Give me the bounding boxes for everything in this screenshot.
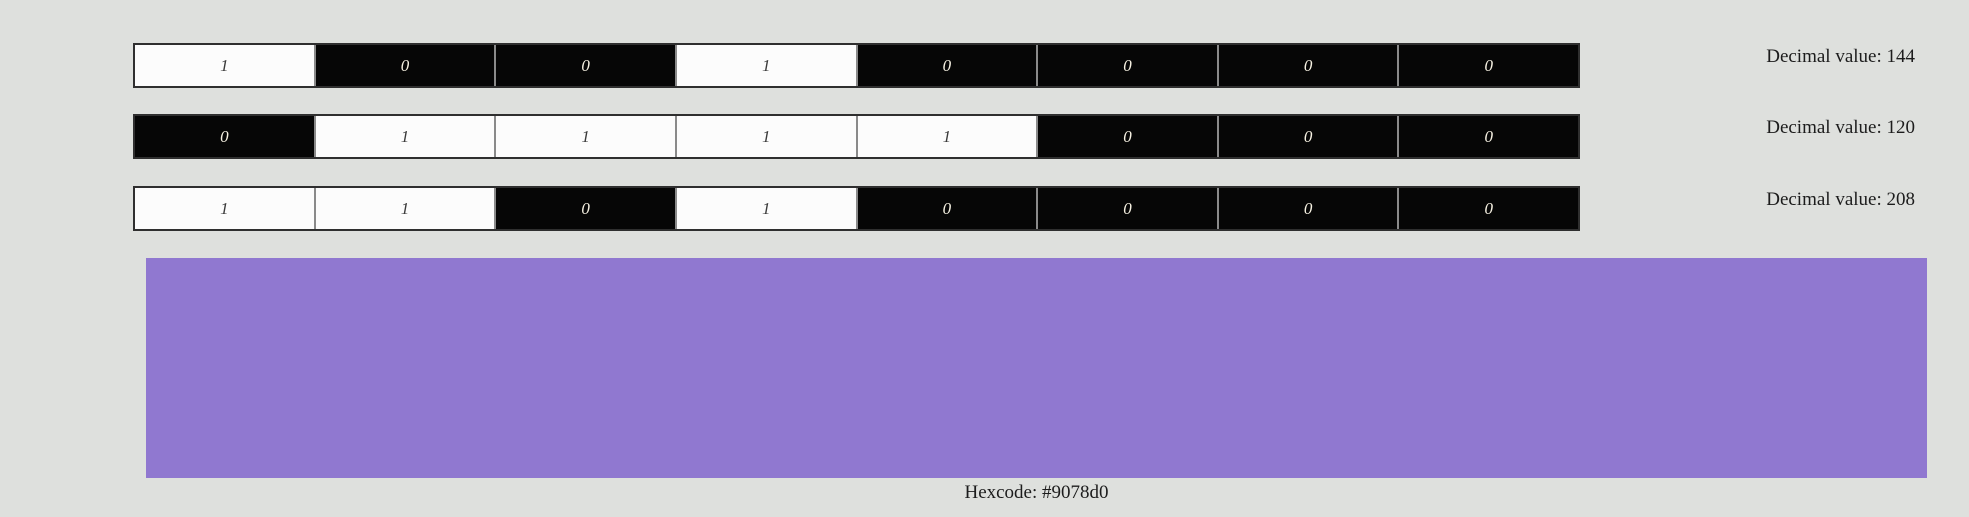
binary-row-red: 1 0 0 1 0 0 0 0 bbox=[133, 43, 1580, 88]
bit-cell[interactable]: 0 bbox=[1036, 116, 1217, 157]
bit-cell[interactable]: 0 bbox=[1216, 188, 1398, 229]
bit-cell[interactable]: 0 bbox=[135, 116, 314, 157]
bit-cell[interactable]: 1 bbox=[494, 116, 675, 157]
bit-cell[interactable]: 1 bbox=[313, 188, 495, 229]
bit-cell[interactable]: 0 bbox=[1036, 188, 1217, 229]
binary-row-green: 0 1 1 1 1 0 0 0 bbox=[133, 114, 1580, 159]
bit-cell[interactable]: 1 bbox=[313, 116, 495, 157]
decimal-value-red: Decimal value: 144 bbox=[1766, 46, 1915, 67]
bit-cell[interactable]: 1 bbox=[674, 45, 856, 86]
bit-cell[interactable]: 1 bbox=[855, 116, 1037, 157]
bit-cell[interactable]: 0 bbox=[1397, 45, 1578, 86]
bit-cell[interactable]: 0 bbox=[313, 45, 495, 86]
bit-cell[interactable]: 0 bbox=[494, 188, 675, 229]
bit-cell[interactable]: 0 bbox=[1216, 45, 1398, 86]
decimal-value-green: Decimal value: 120 bbox=[1766, 117, 1915, 138]
bit-cell[interactable]: 0 bbox=[1216, 116, 1398, 157]
bit-cell[interactable]: 0 bbox=[1397, 116, 1578, 157]
binary-row-blue: 1 1 0 1 0 0 0 0 bbox=[133, 186, 1580, 231]
bit-cell[interactable]: 0 bbox=[855, 45, 1037, 86]
bit-cell[interactable]: 0 bbox=[855, 188, 1037, 229]
bit-cell[interactable]: 1 bbox=[135, 45, 314, 86]
bit-cell[interactable]: 0 bbox=[494, 45, 675, 86]
bit-cell[interactable]: 1 bbox=[674, 116, 856, 157]
bit-cell[interactable]: 1 bbox=[674, 188, 856, 229]
hexcode-label: Hexcode: #9078d0 bbox=[964, 482, 1109, 503]
color-swatch bbox=[146, 258, 1927, 478]
bit-cell[interactable]: 1 bbox=[135, 188, 314, 229]
bit-cell[interactable]: 0 bbox=[1397, 188, 1578, 229]
decimal-value-blue: Decimal value: 208 bbox=[1766, 189, 1915, 210]
bit-cell[interactable]: 0 bbox=[1036, 45, 1217, 86]
